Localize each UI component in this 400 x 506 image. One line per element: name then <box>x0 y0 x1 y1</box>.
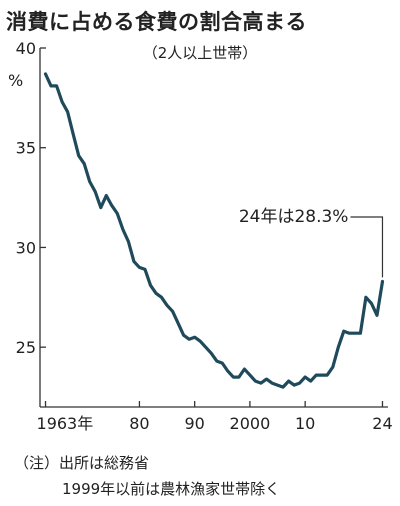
x-tick-label: 24 <box>372 414 392 433</box>
x-tick-label: 10 <box>295 414 315 433</box>
chart-title: 消費に占める食費の割合高まる <box>6 10 307 34</box>
y-tick-label: 30 <box>16 238 36 257</box>
exclusion-note: 1999年以前は農林漁家世帯除く <box>62 480 281 498</box>
x-tick-label: 90 <box>184 414 204 433</box>
chart-subtitle: （2人以上世帯） <box>142 44 258 62</box>
y-tick-label: 40 <box>16 39 36 58</box>
annotation-leader <box>350 216 384 278</box>
x-tick-label: 80 <box>129 414 149 433</box>
y-tick-label: 25 <box>16 338 36 357</box>
series-line <box>43 72 385 389</box>
source-note: （注）出所は総務省 <box>14 454 150 472</box>
y-axis-label: % <box>8 71 23 90</box>
annotation-label: 24年は28.3% <box>239 207 349 227</box>
x-tick-label: 1963年 <box>37 414 94 433</box>
y-tick-label: 35 <box>16 139 36 158</box>
x-tick-label: 2000 <box>230 414 271 433</box>
